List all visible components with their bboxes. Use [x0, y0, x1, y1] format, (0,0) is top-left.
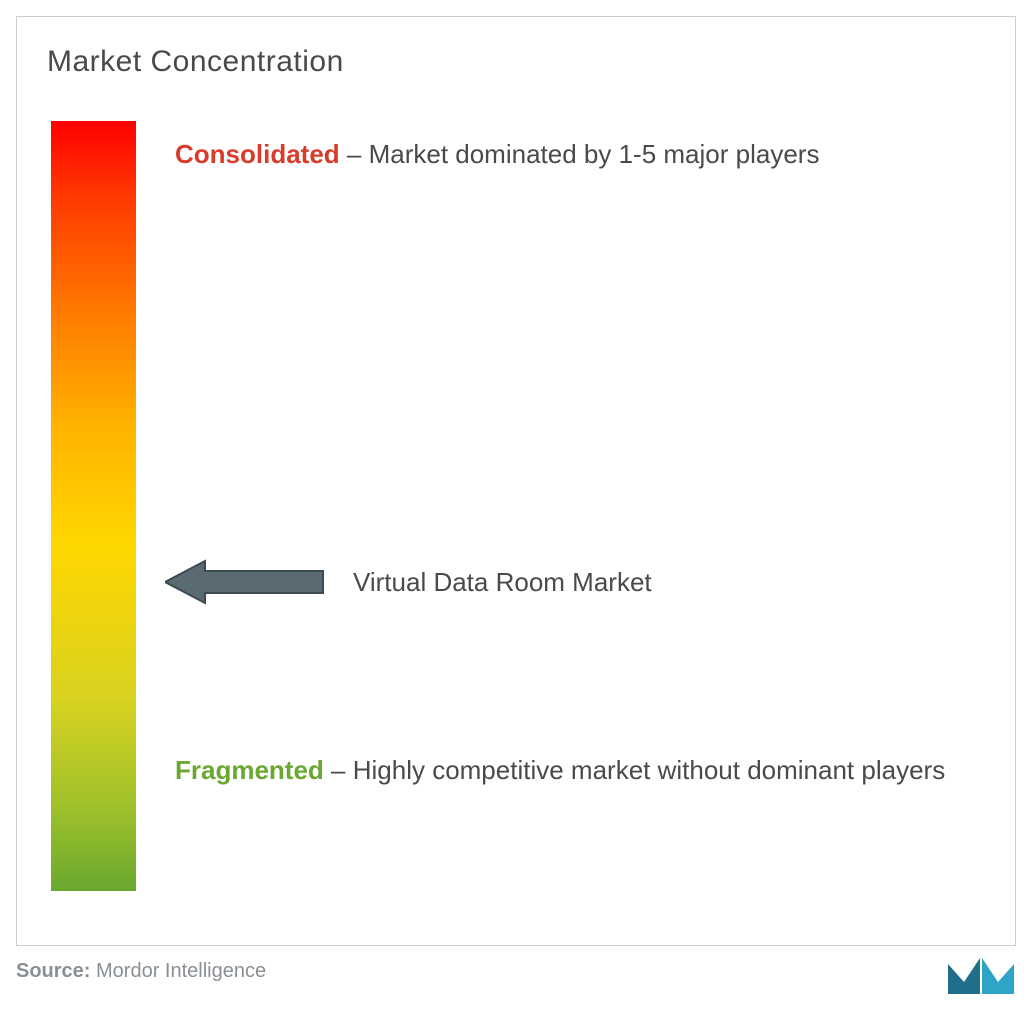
market-pointer-label: Virtual Data Room Market	[353, 567, 652, 598]
consolidated-bold: Consolidated	[175, 139, 340, 169]
consolidated-desc: – Market dominated by 1-5 major players	[340, 139, 820, 169]
mordor-logo-icon	[946, 950, 1016, 1001]
chart-title: Market Concentration	[47, 45, 344, 79]
fragmented-label: Fragmented – Highly competitive market w…	[175, 747, 975, 794]
source-citation: Source: Mordor Intelligence	[16, 960, 266, 983]
fragmented-desc: – Highly competitive market without domi…	[324, 755, 945, 785]
source-value: Mordor Intelligence	[90, 960, 266, 982]
source-label: Source:	[16, 960, 90, 982]
market-pointer: Virtual Data Room Market	[165, 557, 652, 607]
arrow-left-icon	[165, 557, 325, 607]
concentration-gradient-bar	[51, 121, 136, 891]
consolidated-label: Consolidated – Market dominated by 1-5 m…	[175, 135, 975, 174]
fragmented-bold: Fragmented	[175, 755, 324, 785]
chart-frame: Market Concentration Consolidated – Mark…	[16, 16, 1016, 946]
